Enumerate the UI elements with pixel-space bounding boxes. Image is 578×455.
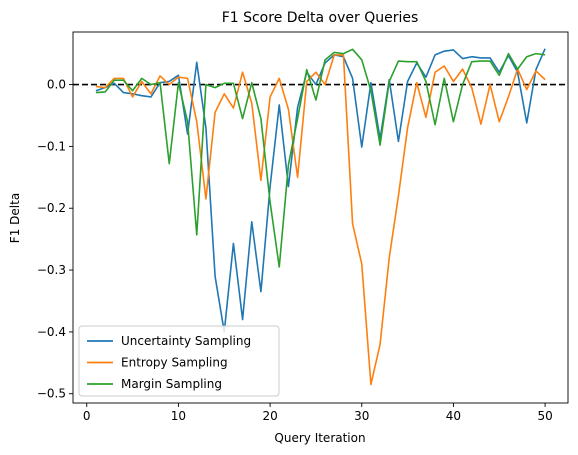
axes: 0 10 20 30 40 50 0.0 −0.1 −0.2 −0.3 −0.4 −0.5 (37, 31, 569, 423)
legend-entry-label: Entropy Sampling (121, 356, 228, 370)
x-axis-label: Query Iteration (274, 431, 365, 445)
y-tick-label: −0.3 (37, 263, 66, 277)
series-group (73, 48, 568, 386)
series-line-margin-sampling (95, 48, 546, 268)
y-tick-label: −0.5 (37, 387, 66, 401)
legend-box (78, 325, 280, 397)
plot-area (73, 48, 568, 386)
x-tick-label: 40 (446, 409, 461, 423)
y-tick-label: 0.0 (47, 78, 66, 92)
x-tick-label: 0 (83, 409, 91, 423)
x-tick-label: 20 (262, 409, 277, 423)
legend: Uncertainty Sampling Entropy Sampling Marg… (78, 325, 280, 397)
y-tick-label: −0.1 (37, 139, 66, 153)
x-tick-label: 30 (354, 409, 369, 423)
x-tick-label: 10 (171, 409, 186, 423)
x-tick-label: 50 (537, 409, 552, 423)
y-tick-label: −0.4 (37, 325, 66, 339)
chart-title: F1 Score Delta over Queries (222, 10, 419, 26)
legend-entry-label: Uncertainty Sampling (121, 334, 251, 348)
y-tick-label: −0.2 (37, 201, 66, 215)
y-axis-label: F1 Delta (8, 193, 22, 243)
legend-entry-label: Margin Sampling (121, 377, 222, 391)
plot-frame (72, 31, 569, 404)
series-line-uncertainty-sampling (95, 48, 546, 333)
